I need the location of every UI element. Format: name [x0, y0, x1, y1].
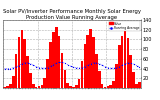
Bar	[44, 78, 46, 88]
Bar	[20, 30, 23, 88]
Bar	[64, 70, 66, 88]
Bar	[138, 82, 141, 88]
Bar	[9, 84, 12, 88]
Bar	[84, 44, 86, 88]
Bar	[18, 37, 20, 88]
Bar	[109, 85, 112, 88]
Bar	[69, 86, 72, 88]
Bar	[92, 37, 95, 88]
Bar	[112, 81, 115, 88]
Bar	[29, 73, 32, 88]
Bar	[124, 31, 126, 88]
Bar	[89, 29, 92, 88]
Bar	[35, 86, 37, 88]
Bar	[107, 86, 109, 88]
Bar	[58, 36, 60, 88]
Bar	[12, 76, 15, 88]
Bar	[55, 27, 58, 88]
Bar	[41, 85, 43, 88]
Bar	[6, 86, 9, 88]
Title: Solar PV/Inverter Performance Monthly Solar Energy Production Value Running Aver: Solar PV/Inverter Performance Monthly So…	[3, 9, 141, 20]
Bar	[46, 59, 49, 88]
Bar	[101, 84, 103, 88]
Bar	[26, 56, 29, 88]
Bar	[121, 36, 124, 88]
Bar	[86, 35, 89, 88]
Bar	[98, 71, 100, 88]
Bar	[15, 54, 17, 88]
Bar	[95, 54, 98, 88]
Bar	[127, 38, 129, 88]
Bar	[32, 84, 35, 88]
Bar	[129, 55, 132, 88]
Bar	[75, 85, 78, 88]
Bar	[3, 86, 6, 88]
Bar	[132, 72, 135, 88]
Bar	[81, 61, 83, 88]
Bar	[49, 42, 52, 88]
Bar	[52, 32, 55, 88]
Bar	[66, 83, 69, 88]
Bar	[38, 86, 40, 88]
Bar	[118, 45, 121, 88]
Bar	[104, 86, 106, 88]
Legend: Value, Running Average: Value, Running Average	[109, 21, 140, 31]
Bar	[115, 64, 118, 88]
Bar	[135, 84, 138, 88]
Bar	[61, 53, 63, 88]
Bar	[23, 39, 26, 88]
Bar	[72, 86, 75, 88]
Bar	[78, 79, 80, 88]
